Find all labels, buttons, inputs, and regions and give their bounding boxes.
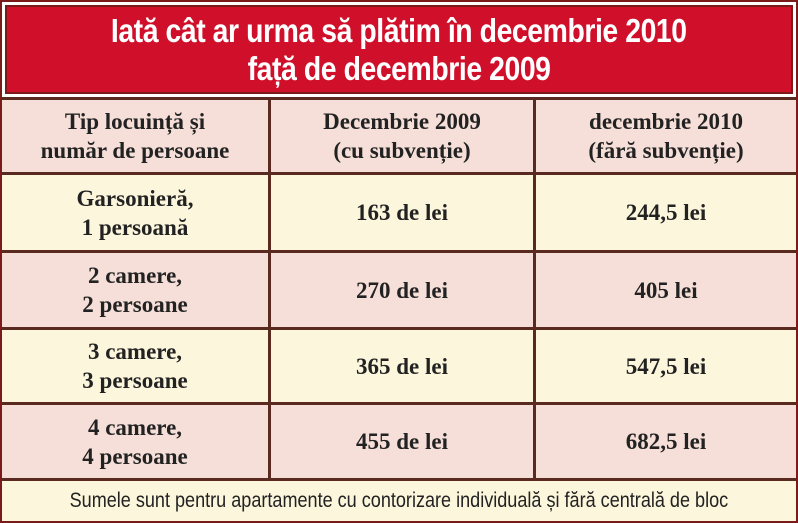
cell: 4 camere, 4 persoane xyxy=(2,405,268,478)
cell-line: număr de persoane xyxy=(40,138,230,163)
cell-line: 365 de lei xyxy=(356,353,448,379)
cell-line: 163 de lei xyxy=(356,200,448,225)
cell-line: (fără subvenție) xyxy=(588,138,744,163)
cell-line: Tip locuință și xyxy=(64,109,206,134)
cell-line: Decembrie 2009 xyxy=(323,109,481,134)
footer-text: Sumele sunt pentru apartamente cu contor… xyxy=(69,489,729,512)
data-row: 2 camere, 2 persoane 270 de lei 405 lei xyxy=(2,250,796,327)
cell: 547,5 lei xyxy=(533,330,796,402)
cell: 163 de lei xyxy=(268,175,533,250)
header-row: Tip locuință și număr de persoane Decembri… xyxy=(2,97,796,172)
cell-line: Garsonieră, xyxy=(76,185,194,211)
cell-line: 547,5 lei xyxy=(625,353,707,379)
cell: Tip locuință și număr de persoane xyxy=(2,100,268,172)
data-row: 4 camere, 4 persoane 455 de lei 682,5 lei xyxy=(2,402,796,478)
title-line: Iată cât ar urma să plătim în decembrie … xyxy=(111,11,687,49)
cell-line: 3 persoane xyxy=(82,368,188,393)
cell-line: 405 lei xyxy=(634,277,698,303)
cell-line: 244,5 lei xyxy=(625,200,707,225)
cell-line: 270 de lei xyxy=(356,277,448,303)
cell: 2 camere, 2 persoane xyxy=(2,253,268,327)
cell-line: 682,5 lei xyxy=(625,429,707,454)
cell: 270 de lei xyxy=(268,253,533,327)
cell-line: 3 camere, xyxy=(87,339,183,364)
cell: decembrie 2010 (fără subvenție) xyxy=(533,100,796,172)
cell: 455 de lei xyxy=(268,405,533,478)
cell-line: 2 persoane xyxy=(82,292,188,317)
cell-line: 4 persoane xyxy=(82,443,188,469)
cell: 244,5 lei xyxy=(533,175,796,250)
data-row: 3 camere, 3 persoane 365 de lei 547,5 lei xyxy=(2,327,796,402)
cell-line: 455 de lei xyxy=(356,429,448,454)
cell-line: 2 camere, xyxy=(87,263,183,288)
cell: Decembrie 2009 (cu subvenție) xyxy=(268,100,533,172)
title-band: Iată cât ar urma să plătim în decembrie … xyxy=(2,2,796,97)
cell-line: (cu subvenție) xyxy=(333,138,471,163)
cell: 682,5 lei xyxy=(533,405,796,478)
cell: 405 lei xyxy=(533,253,796,327)
cell: 365 de lei xyxy=(268,330,533,402)
data-row: Garsonieră, 1 persoană 163 de lei 244,5 lei xyxy=(2,172,796,250)
cell: Garsonieră, 1 persoană xyxy=(2,175,268,250)
footer: Sumele sunt pentru apartamente cu contor… xyxy=(2,478,796,521)
cell-line: 1 persoană xyxy=(81,214,189,240)
cell-line: 4 camere, xyxy=(87,414,183,440)
cell-line: decembrie 2010 xyxy=(589,109,743,134)
cell: 3 camere, 3 persoane xyxy=(2,330,268,402)
title-line: față de decembrie 2009 xyxy=(247,49,551,87)
